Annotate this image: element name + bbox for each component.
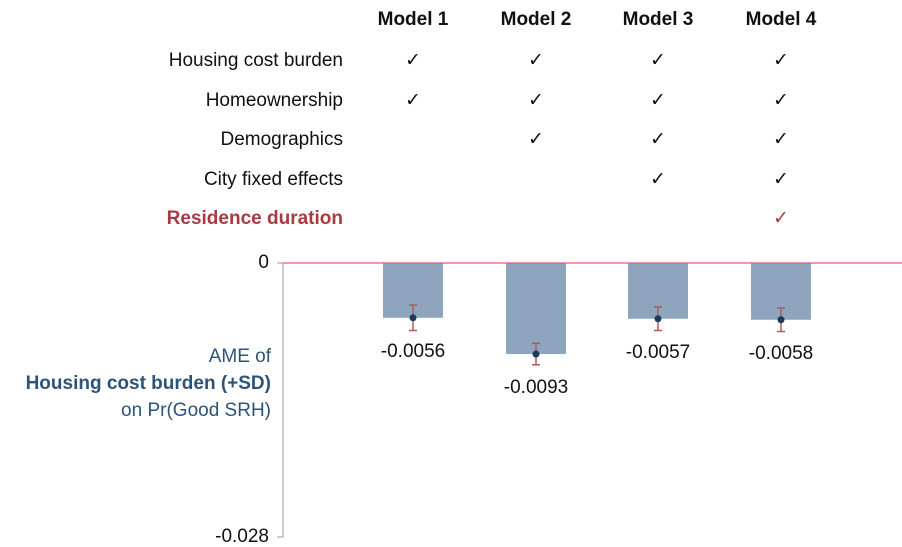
row-label: City fixed effects [204,169,343,190]
column-header: Model 3 [623,9,694,30]
value-label: -0.0057 [626,342,690,363]
check-mark: ✓ [650,90,666,111]
check-mark: ✓ [773,208,789,229]
value-label: -0.0058 [749,343,813,364]
y-axis-label: Housing cost burden (+SD) [26,373,271,394]
y-tick-label: 0 [258,252,269,273]
point [532,350,540,358]
check-mark: ✓ [405,50,421,71]
y-axis-label: AME of [209,346,272,367]
point [409,314,417,322]
check-mark: ✓ [528,129,544,150]
check-mark: ✓ [650,169,666,190]
row-label: Housing cost burden [169,50,343,71]
check-mark: ✓ [650,50,666,71]
check-mark: ✓ [773,90,789,111]
check-mark: ✓ [528,50,544,71]
value-label: -0.0056 [381,341,445,362]
row-label: Demographics [221,129,344,150]
column-header: Model 1 [378,9,449,30]
row-label: Homeownership [206,90,343,111]
check-mark: ✓ [528,90,544,111]
point [777,316,785,324]
check-mark: ✓ [773,169,789,190]
bar [506,263,566,355]
value-label: -0.0093 [504,377,568,398]
check-mark: ✓ [405,90,421,111]
check-mark: ✓ [773,129,789,150]
check-mark: ✓ [650,129,666,150]
column-header: Model 4 [746,9,817,30]
row-label: Residence duration [167,208,343,229]
y-tick-label: -0.028 [215,526,269,547]
check-mark: ✓ [773,50,789,71]
point [654,315,662,323]
column-header: Model 2 [501,9,572,30]
y-axis-label: on Pr(Good SRH) [121,400,271,421]
